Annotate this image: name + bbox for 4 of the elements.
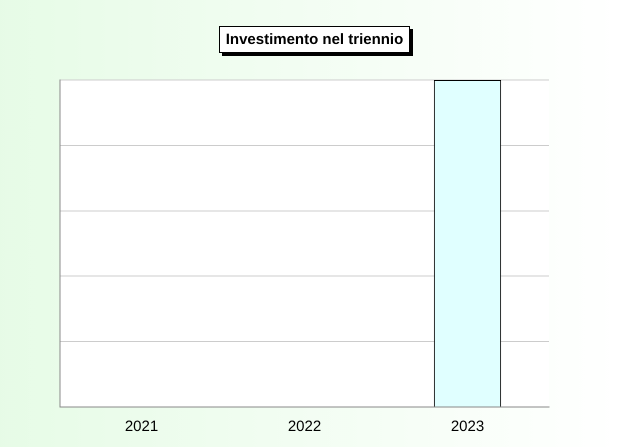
x-tick-label: 2021: [124, 418, 158, 436]
chart-title: Investimento nel triennio: [218, 26, 410, 53]
x-tick-label: 2023: [450, 418, 484, 436]
x-tick-label: 2022: [288, 418, 322, 436]
